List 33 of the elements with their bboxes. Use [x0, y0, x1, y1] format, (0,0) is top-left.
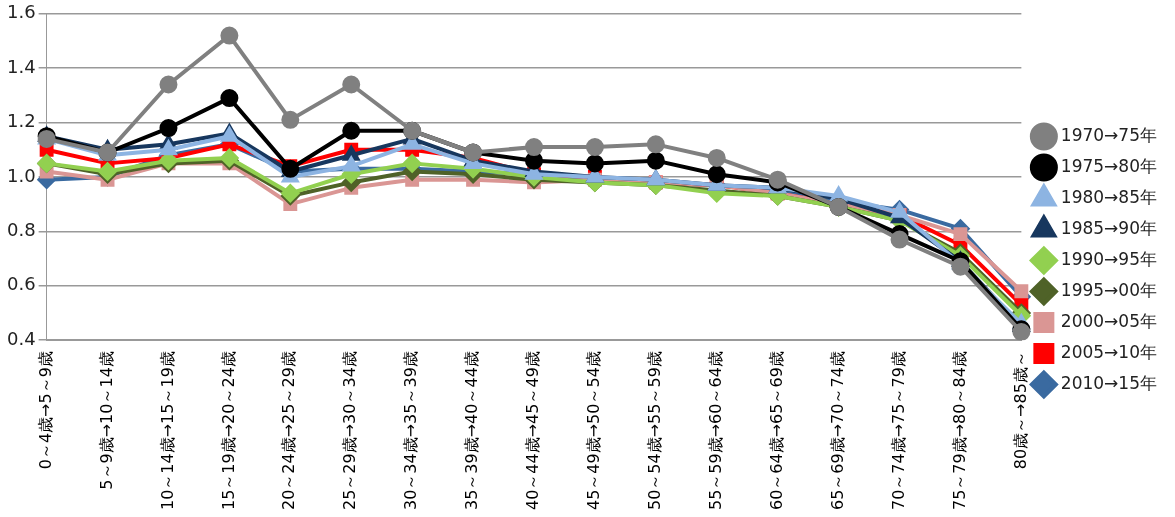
legend-label: 2010→15年: [1060, 372, 1157, 393]
x-tick-label: 55～59歳→60～64歳: [705, 351, 725, 510]
y-tick-label: 1.4: [6, 55, 36, 77]
x-tick-label: 30～34歳→35～39歳: [401, 351, 421, 510]
y-tick-label: 0.6: [6, 273, 36, 295]
x-tick-label: 70～74歳→75～79歳: [888, 351, 908, 510]
x-tick-label: 65～69歳→70～74歳: [827, 351, 847, 510]
x-tick-label: 20～24歳→25～29歳: [279, 351, 299, 510]
x-tick-label: 10～14歳→15～19歳: [157, 351, 177, 510]
y-tick-label: 1.0: [6, 164, 36, 186]
y-tick-label: 1.6: [6, 1, 36, 23]
x-tick-label: 0～4歳→5～9歳: [35, 351, 55, 470]
legend-label: 2000→05年: [1060, 310, 1157, 331]
legend-label: 1980→85年: [1060, 186, 1157, 207]
y-tick-label: 1.2: [6, 110, 36, 132]
legend-label: 1995→00年: [1060, 279, 1157, 300]
legend-label: 1975→80年: [1060, 155, 1157, 176]
x-tick-label: 15～19歳→20～24歳: [218, 351, 238, 510]
x-tick-label: 25～29歳→30～34歳: [340, 351, 360, 510]
x-tick-label: 40～44歳→45～49歳: [523, 351, 543, 510]
x-tick-label: 5～9歳→10～14歳: [96, 351, 116, 490]
x-tick-label: 45～49歳→50～54歳: [584, 351, 604, 510]
legend-label: 2005→10年: [1060, 341, 1157, 362]
x-tick-label: 60～64歳→65～69歳: [766, 351, 786, 510]
x-tick-label: 80歳～→85歳～: [1010, 351, 1030, 470]
legend-label: 1990→95年: [1060, 248, 1157, 269]
x-tick-label: 75～79歳→80～84歳: [949, 351, 969, 510]
x-tick-label: 35～39歳→40～44歳: [462, 351, 482, 510]
y-tick-label: 0.8: [6, 219, 36, 241]
x-tick-label: 50～54歳→55～59歳: [644, 351, 664, 510]
legend-label: 1985→90年: [1060, 217, 1157, 238]
legend-label: 1970→75年: [1060, 124, 1157, 145]
y-tick-label: 0.4: [6, 327, 36, 349]
